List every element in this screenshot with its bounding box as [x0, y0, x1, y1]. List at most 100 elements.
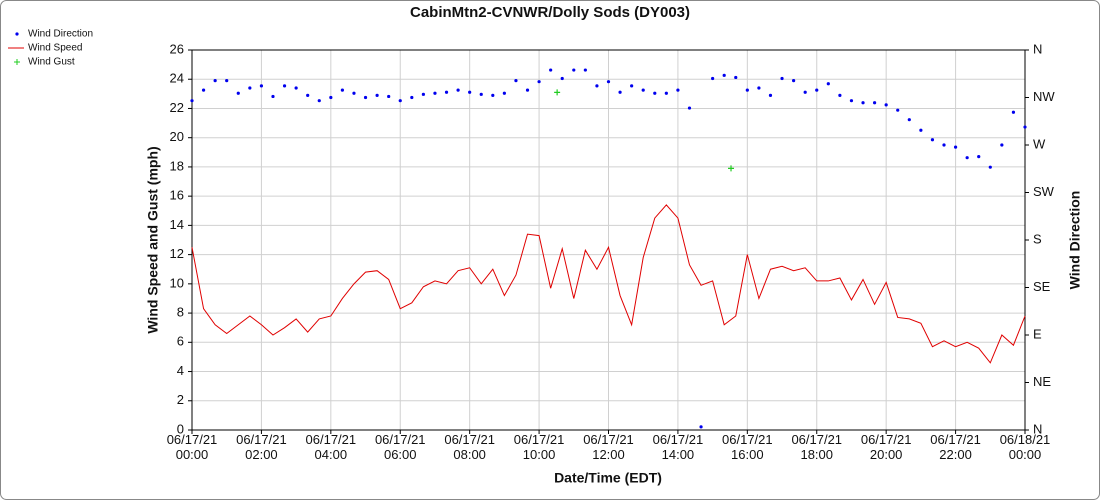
y2-tick-label: SE — [1033, 279, 1051, 294]
x-tick-label: 06/17/21 14:00 — [652, 432, 704, 462]
direction-point — [549, 68, 553, 72]
direction-point — [236, 91, 240, 95]
direction-point — [294, 86, 298, 90]
direction-point — [375, 93, 379, 97]
direction-point — [340, 88, 345, 92]
direction-point — [942, 143, 946, 147]
y-tick-label: 22 — [170, 100, 184, 115]
y-tick-label: 18 — [170, 158, 184, 173]
x-tick-label: 06/17/21 08:00 — [444, 432, 495, 462]
y2-tick-label: NW — [1033, 89, 1055, 104]
direction-point — [745, 88, 749, 92]
direction-point — [525, 88, 530, 92]
x-tick-label: 06/18/21 00:00 — [999, 432, 1051, 462]
direction-point — [491, 93, 495, 97]
direction-point — [190, 99, 194, 103]
direction-point — [792, 79, 796, 83]
y-tick-label: 2 — [177, 392, 184, 407]
direction-point — [919, 128, 923, 132]
direction-point — [537, 80, 541, 84]
gust-point — [554, 89, 561, 96]
direction-point — [456, 88, 460, 92]
direction-point — [734, 75, 738, 80]
y-tick-label: 14 — [170, 217, 184, 232]
direction-point — [965, 156, 969, 160]
direction-point — [861, 101, 865, 105]
y2-tick-label: S — [1033, 231, 1042, 246]
legend-label: Wind Gust — [28, 57, 75, 68]
direction-point — [595, 84, 599, 88]
direction-point — [421, 92, 425, 96]
x-tick-label: 06/17/21 20:00 — [860, 432, 912, 462]
y2-tick-label: N — [1033, 41, 1042, 56]
y-tick-label: 8 — [177, 305, 184, 320]
x-tick-label: 06/17/21 12:00 — [583, 432, 634, 462]
direction-point — [410, 95, 414, 100]
direction-point — [352, 91, 356, 95]
direction-point — [896, 108, 900, 112]
y-tick-label: 6 — [177, 334, 184, 349]
x-tick-label: 06/17/21 02:00 — [236, 432, 287, 462]
direction-point — [606, 80, 611, 84]
y-tick-label: 16 — [170, 188, 184, 203]
x-tick-label: 06/17/21 04:00 — [305, 432, 357, 462]
x-tick-label: 06/17/21 16:00 — [722, 432, 773, 462]
direction-point — [768, 93, 773, 97]
y2-tick-label: E — [1033, 326, 1042, 341]
x-tick-label: 06/17/21 06:00 — [374, 432, 426, 462]
direction-point — [514, 79, 518, 83]
direction-point — [201, 88, 206, 92]
x-axis-label: Date/Time (EDT) — [554, 470, 662, 486]
y2-axis-label: Wind Direction — [1067, 191, 1083, 290]
direction-point — [1000, 143, 1004, 147]
x-tick-label: 06/17/21 22:00 — [930, 432, 981, 462]
direction-point — [838, 93, 842, 97]
y2-tick-label: W — [1033, 136, 1046, 151]
x-tick-label: 06/17/21 18:00 — [791, 432, 843, 462]
y-tick-label: 10 — [170, 275, 184, 290]
direction-point — [363, 95, 368, 100]
speed-line — [191, 204, 1026, 364]
direction-point — [1023, 125, 1027, 129]
y-tick-label: 24 — [170, 71, 184, 86]
direction-point — [271, 94, 275, 99]
direction-point — [849, 99, 854, 103]
direction-point — [317, 99, 321, 103]
direction-point — [225, 79, 229, 83]
direction-point — [1011, 110, 1016, 114]
direction-point — [306, 93, 310, 97]
direction-point — [479, 92, 483, 96]
direction-point — [444, 90, 449, 94]
direction-point — [977, 155, 981, 159]
direction-point — [572, 68, 576, 72]
direction-point — [502, 91, 506, 95]
y-tick-label: 12 — [170, 246, 184, 261]
direction-point — [664, 91, 668, 95]
direction-point — [676, 88, 680, 92]
direction-point — [468, 90, 472, 94]
direction-point — [433, 91, 437, 95]
direction-point — [213, 79, 217, 83]
direction-point — [930, 138, 935, 142]
legend-label: Wind Direction — [28, 29, 93, 40]
direction-point — [398, 99, 402, 103]
y2-tick-label: SW — [1033, 184, 1055, 199]
direction-point — [560, 76, 564, 81]
y-tick-label: 4 — [177, 363, 184, 378]
y2-tick-label: N — [1033, 421, 1042, 436]
direction-point — [803, 90, 807, 94]
direction-point — [583, 68, 587, 72]
chart-title: CabinMtn2-CVNWR/Dolly Sods (DY003) — [410, 4, 690, 21]
plot-area — [191, 49, 1026, 431]
gust-point — [728, 165, 735, 172]
direction-point — [826, 82, 830, 86]
direction-point — [722, 73, 726, 77]
y-tick-label: 0 — [177, 421, 184, 436]
direction-point — [259, 84, 264, 88]
y-tick-label: 20 — [170, 129, 184, 144]
direction-point — [780, 76, 784, 81]
y-tick-label: 26 — [170, 41, 184, 56]
direction-point — [757, 86, 761, 90]
legend-marker — [15, 32, 19, 36]
